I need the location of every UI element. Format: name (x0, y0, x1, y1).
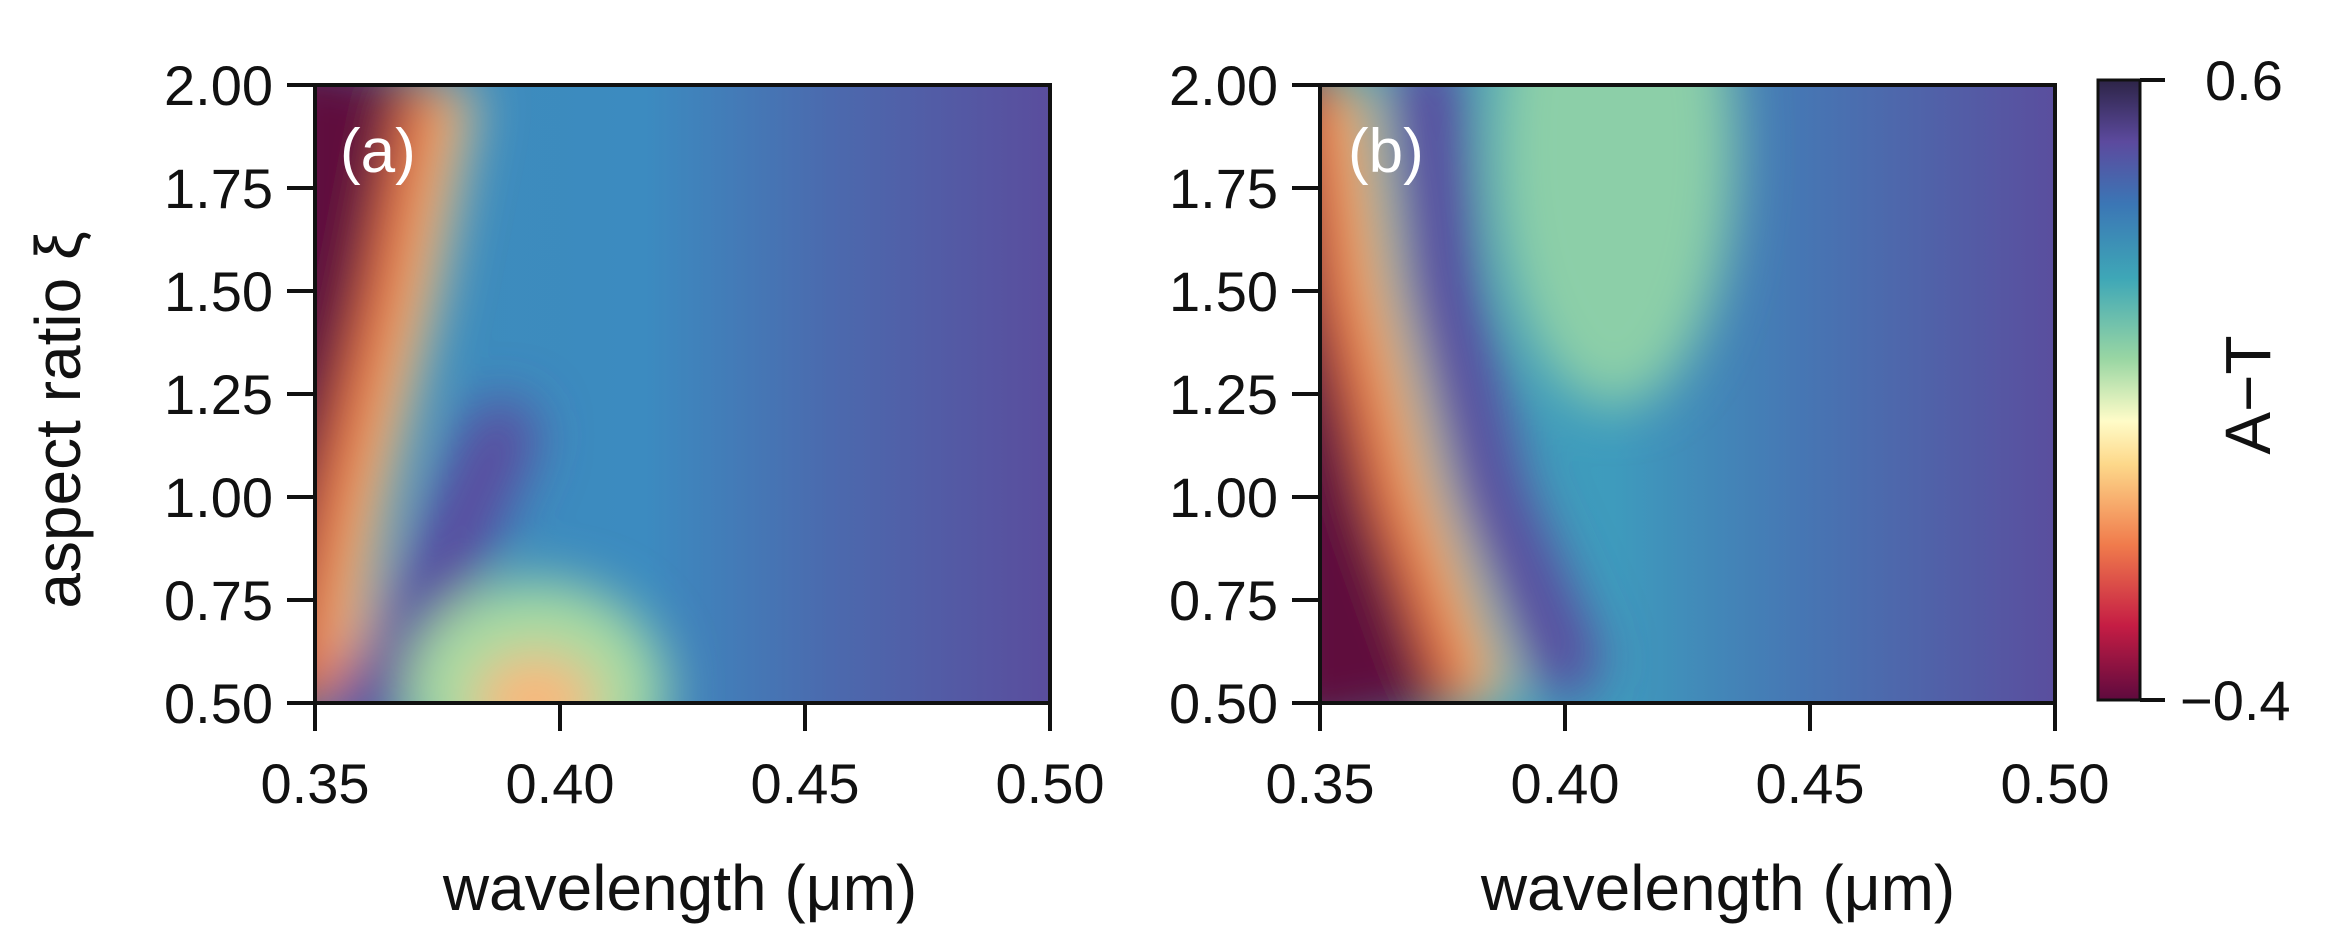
y-tick-label-b: 2.00 (1169, 54, 1278, 117)
x-tick-label-b: 0.50 (2001, 752, 2110, 815)
x-tick-label-a: 0.50 (996, 752, 1105, 815)
x-tick-label-b: 0.35 (1266, 752, 1375, 815)
x-axis-title-b: wavelength (μm) (1480, 852, 1955, 924)
x-tick-label-a: 0.40 (506, 752, 615, 815)
warm-spot-a (475, 655, 596, 703)
y-tick-label-b: 0.75 (1169, 569, 1278, 632)
y-tick-label-a: 2.00 (164, 54, 273, 117)
y-axis-title: aspect ratio ξ (22, 231, 94, 608)
colorbar-tick-label-max: 0.6 (2205, 49, 2283, 112)
y-tick-label-b: 1.50 (1169, 260, 1278, 323)
dark-ridge-a (329, 400, 537, 703)
colorbar (2096, 78, 2142, 702)
y-tick-label-a: 1.75 (164, 157, 273, 220)
y-tick-label-b: 1.75 (1169, 157, 1278, 220)
y-tick-label-a: 1.25 (164, 363, 273, 426)
panel-label-b: (b) (1348, 117, 1424, 186)
y-tick-label-b: 1.25 (1169, 363, 1278, 426)
colorbar-title: A−T (2212, 335, 2284, 454)
orange-band-b (1320, 85, 1496, 703)
green-band-b (1494, 85, 1734, 407)
y-tick-label-a: 0.50 (164, 672, 273, 735)
y-tick-label-b: 0.50 (1169, 672, 1278, 735)
x-tick-label-a: 0.35 (261, 752, 370, 815)
x-tick-label-b: 0.40 (1511, 752, 1620, 815)
x-axis-title-a: wavelength (μm) (442, 852, 917, 924)
green-glow-a (405, 580, 666, 703)
panel-label-a: (a) (340, 117, 416, 186)
heatmap-panel-b: 0.35 0.40 0.45 0.50 0.50 0.75 1.00 1.25 1.50 1.75… (1169, 54, 2110, 815)
x-tick-label-b: 0.45 (1756, 752, 1865, 815)
orange-band-a (315, 85, 458, 703)
heatmap-panel-a: 0.35 0.40 0.45 0.50 0.50 0.75 1.00 1.25 1.50 1.75… (164, 54, 1105, 815)
y-tick-label-a: 1.00 (164, 466, 273, 529)
colorbar-tick-label-min: −0.4 (2180, 669, 2291, 732)
x-tick-label-a: 0.45 (751, 752, 860, 815)
y-tick-label-a: 1.50 (164, 260, 273, 323)
dark-ridge-b (1392, 85, 1600, 697)
y-tick-label-b: 1.00 (1169, 466, 1278, 529)
y-tick-label-a: 0.75 (164, 569, 273, 632)
